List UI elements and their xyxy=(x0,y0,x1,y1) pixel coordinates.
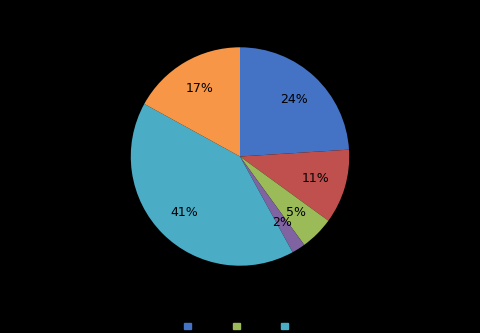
Text: 17%: 17% xyxy=(186,82,214,95)
Text: 11%: 11% xyxy=(301,172,329,185)
Text: 24%: 24% xyxy=(280,93,308,106)
Wedge shape xyxy=(240,157,328,245)
Wedge shape xyxy=(240,157,304,252)
Wedge shape xyxy=(131,104,293,266)
Wedge shape xyxy=(240,47,349,157)
Text: 2%: 2% xyxy=(272,216,292,229)
Wedge shape xyxy=(144,47,240,157)
Text: 41%: 41% xyxy=(170,205,198,219)
Legend: , , , , , : , , , , , xyxy=(181,319,299,333)
Wedge shape xyxy=(240,150,349,221)
Text: 5%: 5% xyxy=(286,205,306,219)
